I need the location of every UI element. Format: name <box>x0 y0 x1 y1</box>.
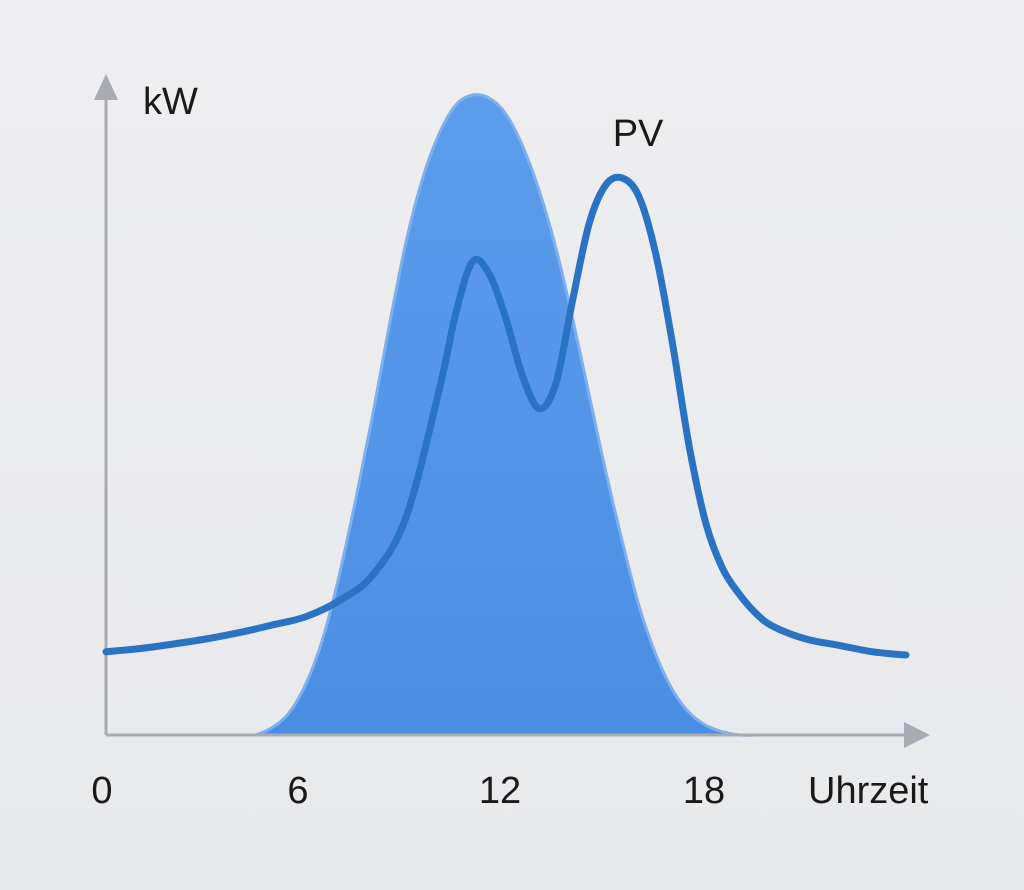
load-line-series <box>102 173 910 659</box>
x-tick-12: 12 <box>479 770 521 812</box>
x-axis-arrow <box>904 722 930 748</box>
y-axis-label: kW <box>143 81 198 123</box>
x-tick-18: 18 <box>683 770 725 812</box>
y-axis-arrow <box>94 74 118 100</box>
x-tick-0: 0 <box>91 770 112 812</box>
annotation-pv-label: PV <box>613 113 664 155</box>
x-axis-label: Uhrzeit <box>808 770 929 812</box>
pv-area-series <box>255 93 773 737</box>
x-tick-6: 6 <box>287 770 308 812</box>
